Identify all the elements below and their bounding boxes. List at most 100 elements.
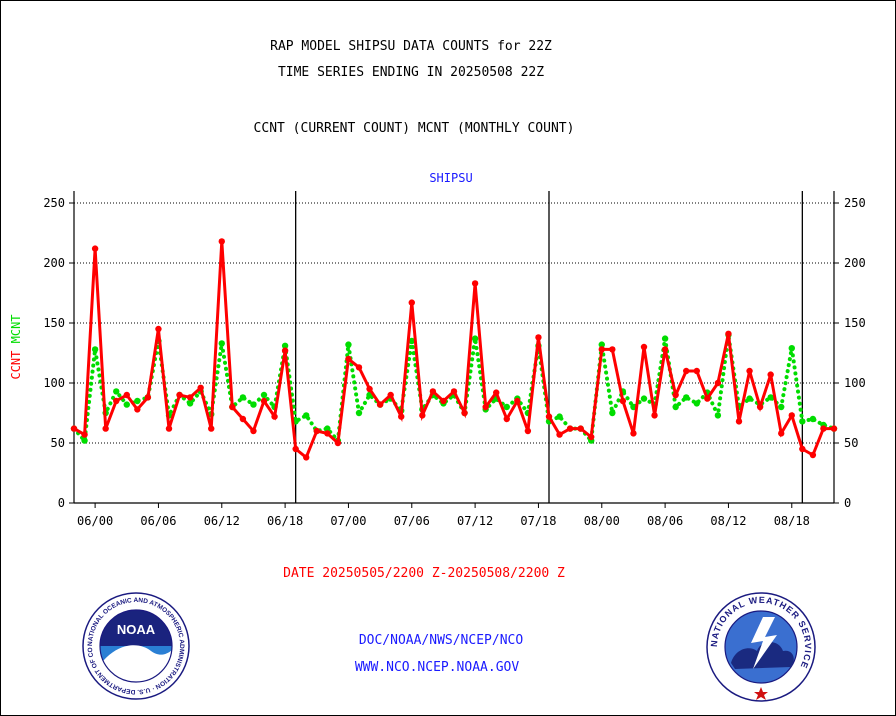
data-point-mcnt [91,346,99,353]
ccnt-series [70,238,838,461]
data-point-ccnt [651,412,658,419]
y-tick-label-left: 150 [43,316,65,330]
data-point-ccnt [577,425,584,432]
date-range-label: DATE 20250505/2200 Z-20250508/2200 Z [283,566,565,581]
data-point-ccnt [661,346,669,353]
data-point-ccnt [778,430,785,437]
y-tick-label-right: 100 [844,376,866,390]
data-point-ccnt [830,425,838,432]
data-point-ccnt [630,430,637,437]
data-point-ccnt [503,415,510,423]
data-point-mcnt [778,403,785,411]
y-tick-label-right: 200 [844,256,866,270]
data-point-ccnt [355,364,363,371]
data-point-ccnt [588,433,595,441]
data-point-mcnt [788,345,795,352]
data-point-mcnt [345,341,352,348]
data-point-ccnt [250,427,257,435]
x-tick-label: 07/18 [520,514,556,528]
grid-layer [74,202,834,444]
data-point-mcnt [799,418,806,425]
data-point-ccnt [303,454,310,461]
noaa-logo: NATIONAL OCEANIC AND ATMOSPHERIC ADMINIS… [81,591,190,700]
y-tick-label-left: 200 [43,256,65,270]
data-point-ccnt [324,430,331,437]
data-point-ccnt [218,238,225,245]
data-point-ccnt [387,391,394,399]
data-point-mcnt [239,394,247,401]
data-point-mcnt [218,340,225,347]
data-point-ccnt [799,445,806,453]
nws-logo: NATIONAL WEATHER SERVICE [706,592,816,702]
data-point-ccnt [640,343,648,351]
data-point-ccnt [535,334,542,341]
data-point-mcnt [324,425,331,432]
data-point-ccnt [123,391,130,399]
data-point-ccnt [683,367,690,375]
axes [69,191,839,508]
data-point-ccnt [70,425,78,432]
data-point-mcnt [767,394,774,401]
data-point-mcnt [123,401,130,408]
axis-labels: 0 0 50 50 100 100 150 150 200 200 250 250 06/00 06/06… [9,196,866,528]
y-tick-label-right: 0 [844,496,851,510]
x-tick-label: 06/06 [140,514,176,528]
data-point-mcnt [134,397,141,405]
y-tick-label-right: 50 [844,436,858,450]
data-point-ccnt [197,384,204,391]
website-link[interactable]: WWW.NCO.NCEP.NOAA.GOV [354,660,520,675]
data-point-ccnt [714,379,722,387]
noaa-wordmark: NOAA [117,622,156,637]
y-tick-label-left: 250 [43,196,65,210]
data-point-ccnt [334,439,342,447]
data-point-ccnt [482,403,489,411]
y-tick-label-left: 0 [58,496,65,510]
series-line-ccnt [73,241,834,460]
x-tick-label: 07/06 [394,514,430,528]
data-point-ccnt [113,397,120,405]
data-point-mcnt [281,342,289,349]
data-point-ccnt [292,445,299,453]
x-tick-label: 08/12 [710,514,746,528]
data-point-ccnt [598,346,605,353]
data-point-ccnt [376,401,384,408]
data-point-mcnt [250,401,257,408]
data-point-ccnt [81,431,88,438]
data-point-ccnt [767,371,774,378]
data-point-mcnt [186,400,194,407]
data-point-ccnt [693,367,700,375]
data-point-ccnt [229,403,236,411]
data-point-ccnt [471,280,479,287]
data-point-ccnt [820,425,827,432]
data-point-ccnt [91,245,99,252]
data-point-ccnt [809,451,817,459]
data-point-ccnt [281,347,289,354]
data-point-ccnt [408,299,415,306]
data-point-ccnt [493,389,500,396]
y-tick-label-left: 100 [43,376,65,390]
data-point-ccnt [345,355,352,363]
x-tick-label: 07/00 [330,514,366,528]
data-point-ccnt [155,325,162,333]
data-point-mcnt [693,400,700,407]
data-point-mcnt [471,335,479,342]
mcnt-series [70,331,838,446]
data-point-ccnt [545,413,553,420]
x-tick-label: 08/00 [584,514,620,528]
data-point-ccnt [440,397,447,405]
data-point-mcnt [609,409,616,417]
y-axis-label: CCNT MCNT [9,314,23,379]
x-tick-label: 08/18 [774,514,810,528]
data-point-mcnt [355,409,363,417]
data-point-ccnt [176,391,183,399]
x-tick-label: 06/00 [77,514,113,528]
y-tick-label-right: 250 [844,196,866,210]
data-point-ccnt [419,412,426,419]
data-point-ccnt [102,425,109,432]
y-axis-label-mcnt: MCNT [9,314,23,350]
data-point-ccnt [271,413,278,420]
data-point-mcnt [714,412,722,419]
chart-subtitle: CCNT (CURRENT COUNT) MCNT (MONTHLY COUNT… [253,121,575,136]
